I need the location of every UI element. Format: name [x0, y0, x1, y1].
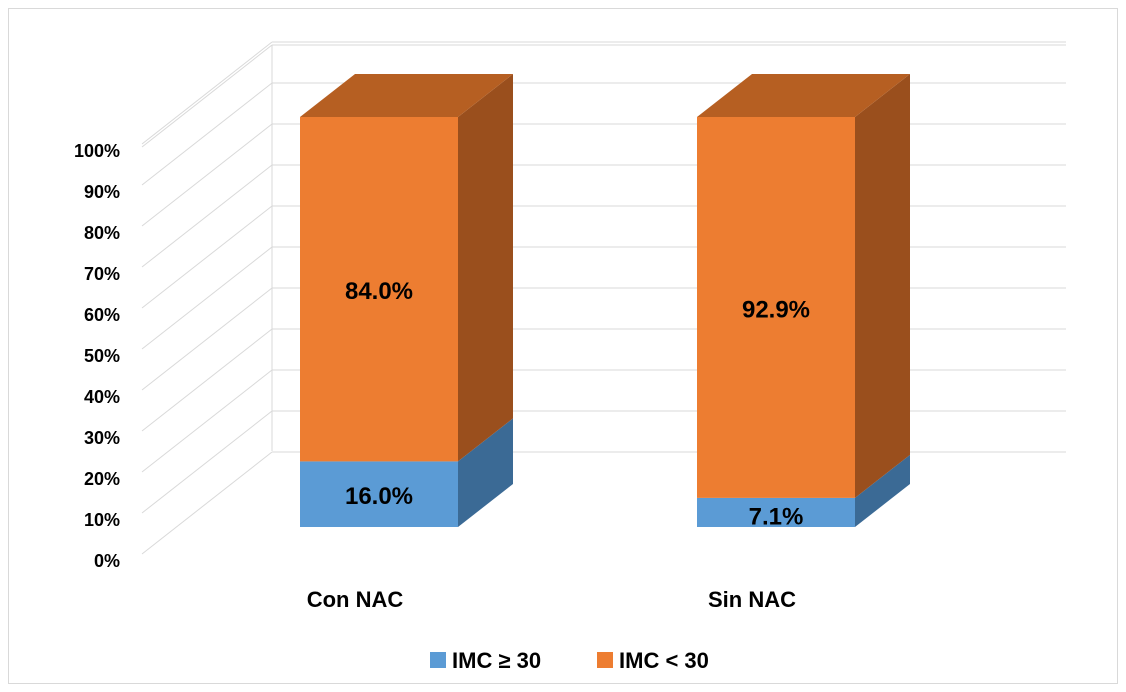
- y-axis-ticks: 0% 10% 20% 30% 40% 50% 60% 70% 80% 90% 100%: [74, 141, 120, 571]
- bar-side: [855, 454, 910, 527]
- legend-label: IMC < 30: [619, 648, 709, 673]
- bar-side: [855, 74, 910, 498]
- bar-top: [697, 74, 910, 117]
- x-category-label: Con NAC: [307, 587, 404, 612]
- y-tick-label: 40%: [84, 387, 120, 407]
- bar-side: [458, 418, 513, 527]
- gridlines: [141, 41, 1066, 555]
- y-tick-label: 70%: [84, 264, 120, 284]
- bar-segment: 84.0%: [300, 74, 513, 462]
- bar-segment: 7.1%: [697, 454, 910, 530]
- legend-swatch: [430, 652, 446, 668]
- gridline-diagonal: [141, 451, 273, 555]
- y-tick-label: 90%: [84, 182, 120, 202]
- gridline-diagonal: [141, 82, 273, 186]
- gridline-diagonal: [141, 328, 273, 432]
- bar-front: [697, 117, 855, 498]
- y-tick-label: 20%: [84, 469, 120, 489]
- y-tick-label: 60%: [84, 305, 120, 325]
- gridline-diagonal: [141, 410, 273, 514]
- gridline-diagonal: [141, 41, 273, 145]
- bar-segment: 92.9%: [697, 74, 910, 498]
- x-category-label: Sin NAC: [708, 587, 796, 612]
- y-tick-label: 50%: [84, 346, 120, 366]
- bars: 16.0% 84.0% 7.1% 92.9%: [300, 74, 910, 530]
- bar-front: [300, 461, 458, 527]
- data-label: 7.1%: [749, 503, 804, 530]
- gridline-diagonal: [141, 164, 273, 268]
- gridline-diagonal: [141, 369, 273, 473]
- y-tick-label: 10%: [84, 510, 120, 530]
- bar-front: [697, 497, 855, 527]
- gridline-diagonal: [141, 246, 273, 350]
- y-tick-label: 0%: [94, 551, 120, 571]
- legend: IMC ≥ 30 IMC < 30: [430, 648, 709, 673]
- bar-side: [458, 74, 513, 462]
- legend-label: IMC ≥ 30: [452, 648, 541, 673]
- gridline-diagonal: [141, 205, 273, 309]
- gridline-diagonal: [141, 287, 273, 391]
- gridline-diagonal: [141, 123, 273, 227]
- x-axis-categories: Con NAC Sin NAC: [307, 587, 796, 612]
- data-label: 16.0%: [345, 483, 413, 510]
- bar-top: [300, 74, 513, 117]
- y-tick-label: 100%: [74, 141, 120, 161]
- bar-segment: 16.0%: [300, 418, 513, 527]
- data-label: 84.0%: [345, 278, 413, 305]
- y-tick-label: 80%: [84, 223, 120, 243]
- chart-frame: [8, 8, 1118, 684]
- legend-swatch: [597, 652, 613, 668]
- bar-front: [300, 117, 458, 462]
- y-tick-label: 30%: [84, 428, 120, 448]
- gridline-diagonal: [141, 44, 273, 148]
- data-label: 92.9%: [742, 296, 810, 323]
